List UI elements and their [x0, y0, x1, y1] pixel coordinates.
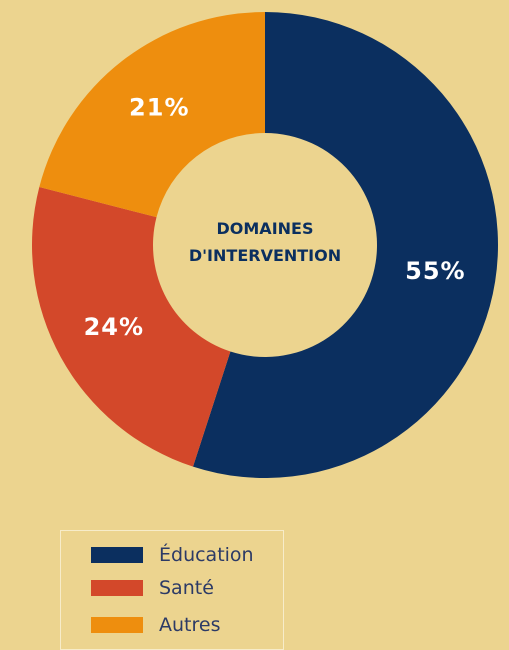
legend-swatch — [91, 617, 143, 633]
chart-title: DOMAINES D'INTERVENTION — [188, 219, 342, 265]
legend-label: Éducation — [159, 544, 254, 566]
data-label: 24% — [84, 313, 144, 341]
donut-slice — [32, 187, 231, 467]
legend-item: Autres — [91, 614, 221, 636]
data-label: 21% — [129, 94, 189, 122]
legend-label: Autres — [159, 614, 221, 636]
legend-label: Santé — [159, 577, 214, 599]
legend-item: Éducation — [91, 544, 254, 566]
donut-slice — [192, 12, 499, 478]
data-label: 55% — [405, 257, 465, 285]
legend-swatch — [91, 580, 143, 596]
legend-swatch — [91, 547, 143, 563]
donut-slice — [39, 12, 265, 218]
legend-item: Santé — [91, 577, 214, 599]
legend: Éducation Santé Autres — [60, 530, 284, 650]
